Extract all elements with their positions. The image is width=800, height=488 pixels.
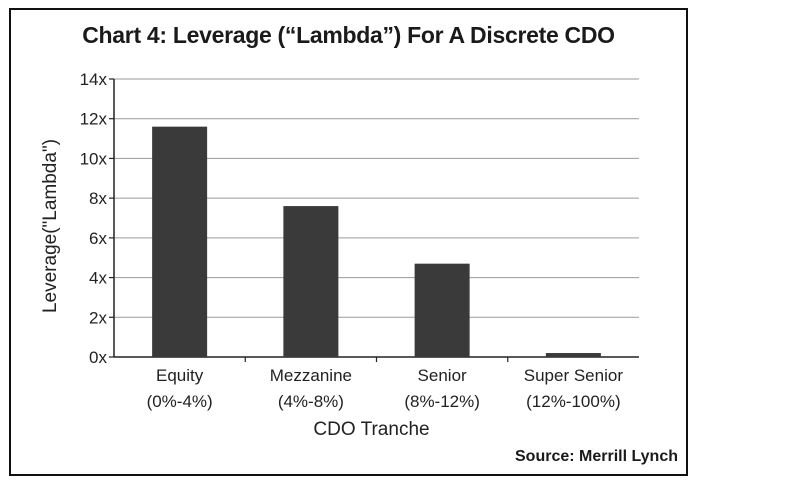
x-category-label: Super Senior xyxy=(524,366,624,385)
y-tick-label: 0x xyxy=(89,348,107,367)
x-category-range-label: (4%-8%) xyxy=(278,392,344,411)
x-category-label: Mezzanine xyxy=(270,366,352,385)
source-note: Source: Merrill Lynch xyxy=(515,448,678,466)
x-category-range-label: (8%-12%) xyxy=(404,392,480,411)
x-category-range-label: (0%-4%) xyxy=(147,392,213,411)
y-tick-label: 4x xyxy=(89,269,107,288)
x-axis-title: CDO Tranche xyxy=(313,419,429,440)
y-tick-label: 14x xyxy=(80,70,108,89)
y-tick-label: 2x xyxy=(89,308,107,327)
bar xyxy=(152,127,207,357)
y-tick-label: 12x xyxy=(80,110,108,129)
y-tick-label: 10x xyxy=(80,149,108,168)
x-category-range-label: (12%-100%) xyxy=(526,392,621,411)
bar xyxy=(415,264,470,357)
bar xyxy=(546,353,601,357)
chart-frame: Chart 4: Leverage (“Lambda”) For A Discr… xyxy=(9,8,688,476)
bar xyxy=(283,206,338,357)
x-category-label: Equity xyxy=(156,366,204,385)
bar-chart-plot: 0x 2x 4x 6x 8x 10x 12x 14x Equity (0%-4%) Mezzanin… xyxy=(11,10,686,474)
x-category-label: Senior xyxy=(418,366,467,385)
y-axis-title: Leverage("Lambda") xyxy=(40,139,61,313)
y-tick-label: 8x xyxy=(89,189,107,208)
y-tick-label: 6x xyxy=(89,229,107,248)
